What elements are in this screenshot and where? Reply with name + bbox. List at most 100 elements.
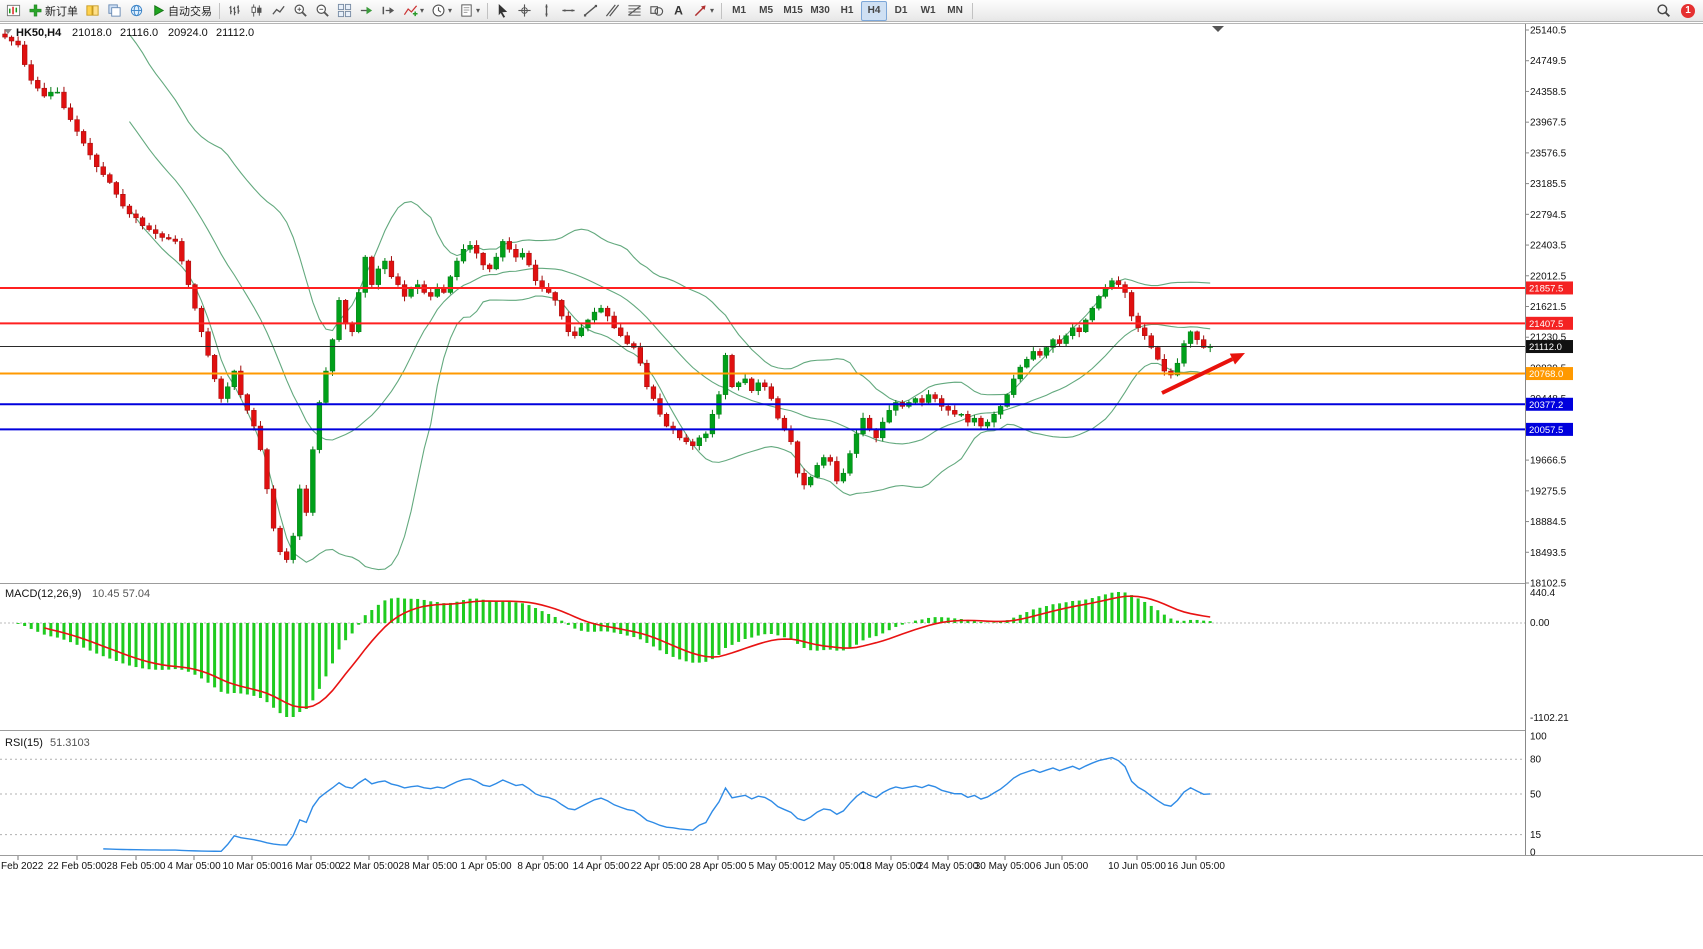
price-tick-label: 19666.5 [1530, 456, 1567, 467]
rsi-axis-label: 50 [1530, 790, 1542, 801]
price-badge-21112.0: 21112.0 [1526, 340, 1573, 354]
tile-windows-button[interactable] [334, 1, 355, 21]
chart-window-button[interactable] [3, 1, 24, 21]
cursor-icon [495, 3, 510, 18]
text-icon: A [671, 3, 686, 18]
trendline-button[interactable] [580, 1, 601, 21]
arrows-button[interactable]: ▾ [690, 1, 717, 21]
time-tick-label: 14 Apr 05:00 [573, 861, 630, 872]
price-tick-label: 23185.5 [1530, 179, 1567, 190]
candlestick-chart-button[interactable] [246, 1, 267, 21]
panel-frame [0, 23, 1703, 856]
auto-trading-button[interactable]: 自动交易 [148, 1, 215, 21]
line-chart-button[interactable] [268, 1, 289, 21]
chart-canvas[interactable]: HK50,H4 21018.0 21116.0 20924.0 21112.0 25140… [0, 22, 1703, 949]
timeframe-w1[interactable]: W1 [915, 1, 941, 21]
chevron-down-icon[interactable]: ▾ [420, 5, 425, 15]
timeframe-m1[interactable]: M1 [726, 1, 752, 21]
timeframe-d1[interactable]: D1 [888, 1, 914, 21]
chart-shift-button[interactable] [378, 1, 399, 21]
chart-window-icon [6, 3, 21, 18]
zoom-out-icon [315, 3, 330, 18]
time-tick-label: 18 May 05:00 [861, 861, 922, 872]
channel-button[interactable] [602, 1, 623, 21]
time-tick-label: 22 Feb 05:00 [48, 861, 107, 872]
clock-icon [431, 3, 446, 18]
zoom-in-button[interactable] [290, 1, 311, 21]
time-tick-label: 22 Apr 05:00 [631, 861, 688, 872]
fibonacci-button[interactable] [624, 1, 645, 21]
horizontal-lines[interactable] [0, 286, 1525, 431]
crosshair-button[interactable] [514, 1, 535, 21]
macd-label: MACD(12,26,9) [5, 588, 81, 600]
chevron-down-icon[interactable]: ▾ [710, 5, 715, 15]
timeframe-m30-label: M30 [810, 5, 830, 16]
timeframe-m5[interactable]: M5 [753, 1, 779, 21]
price-badge-20057.5: 20057.5 [1526, 422, 1573, 436]
time-tick-label: 28 Mar 05:00 [399, 861, 458, 872]
time-tick-label: 22 Mar 05:00 [340, 861, 399, 872]
svg-text:A: A [674, 4, 683, 18]
price-tick-label: 18884.5 [1530, 517, 1567, 528]
timeframe-mn[interactable]: MN [942, 1, 968, 21]
data-window-button[interactable] [104, 1, 125, 21]
chart-shift-marker[interactable] [1212, 26, 1224, 32]
rsi-axis[interactable]: 100 80 50 15 0 [1530, 732, 1547, 859]
svg-text:21112.0: 21112.0 [1529, 342, 1562, 353]
text-button[interactable]: A [668, 1, 689, 21]
svg-text:21407.5: 21407.5 [1529, 319, 1563, 330]
chevron-down-icon[interactable]: ▾ [476, 5, 481, 15]
time-tick-label: 24 May 05:00 [918, 861, 979, 872]
macd-axis-min: -1102.21 [1530, 713, 1569, 724]
bar-chart-button[interactable] [224, 1, 245, 21]
templates-button[interactable]: ▾ [456, 1, 483, 21]
timeframe-h1[interactable]: H1 [834, 1, 860, 21]
time-tick-label: 16 Jun 05:00 [1167, 861, 1225, 872]
price-axis[interactable]: 25140.5 24749.5 24358.5 23967.5 23576.5 23185… [1525, 24, 1703, 855]
price-tick-label: 22012.5 [1530, 271, 1567, 282]
zoom-in-icon [293, 3, 308, 18]
notification-badge[interactable]: 1 [1681, 3, 1695, 18]
vertical-line-button[interactable] [536, 1, 557, 21]
indicators-button[interactable]: ▾ [400, 1, 427, 21]
search-button[interactable] [1653, 1, 1674, 21]
shapes-button[interactable] [646, 1, 667, 21]
trend-arrow-annotation[interactable] [1161, 353, 1245, 395]
timeframe-h1-label: H1 [840, 5, 854, 16]
macd-panel: MACD(12,26,9) 10.45 57.04 440.4 0.00 -1102.2… [0, 588, 1569, 724]
vline-icon [539, 3, 554, 18]
ohlc-open: 21018.0 [72, 27, 112, 39]
candles-icon [249, 3, 264, 18]
cursor-button[interactable] [492, 1, 513, 21]
rsi-axis-label: 100 [1530, 732, 1547, 743]
play-icon [151, 3, 166, 18]
timeframe-m15[interactable]: M15 [780, 1, 806, 21]
toolbar-separator [972, 2, 974, 19]
hline-icon [561, 3, 576, 18]
timeframe-m30[interactable]: M30 [807, 1, 833, 21]
new-order-icon [28, 3, 43, 18]
time-tick-label: 10 Jun 05:00 [1108, 861, 1166, 872]
price-badge-21857.5: 21857.5 [1526, 281, 1573, 295]
chevron-down-icon[interactable]: ▾ [448, 5, 453, 15]
shift-icon [381, 3, 396, 18]
time-tick-label: 28 Apr 05:00 [690, 861, 747, 872]
new-order-button[interactable]: 新订单 [25, 1, 81, 21]
rsi-axis-label: 80 [1530, 755, 1542, 766]
svg-text:20768.0: 20768.0 [1529, 369, 1563, 380]
price-tick-label: 24749.5 [1530, 56, 1567, 67]
auto-scroll-button[interactable] [356, 1, 377, 21]
chart-area[interactable]: HK50,H4 21018.0 21116.0 20924.0 21112.0 25140… [0, 22, 1703, 949]
one-click-trading-toggle[interactable] [4, 29, 12, 34]
horizontal-line-button[interactable] [558, 1, 579, 21]
timeframe-h4[interactable]: H4 [861, 0, 888, 21]
periods-button[interactable]: ▾ [428, 1, 455, 21]
macd-axis[interactable]: 440.4 0.00 -1102.21 [1530, 588, 1569, 724]
navigator-button[interactable] [126, 1, 147, 21]
template-icon [459, 3, 474, 18]
timeframe-m1-label: M1 [732, 5, 747, 16]
time-tick-label: 5 May 05:00 [748, 861, 803, 872]
market-watch-button[interactable] [82, 1, 103, 21]
zoom-out-button[interactable] [312, 1, 333, 21]
